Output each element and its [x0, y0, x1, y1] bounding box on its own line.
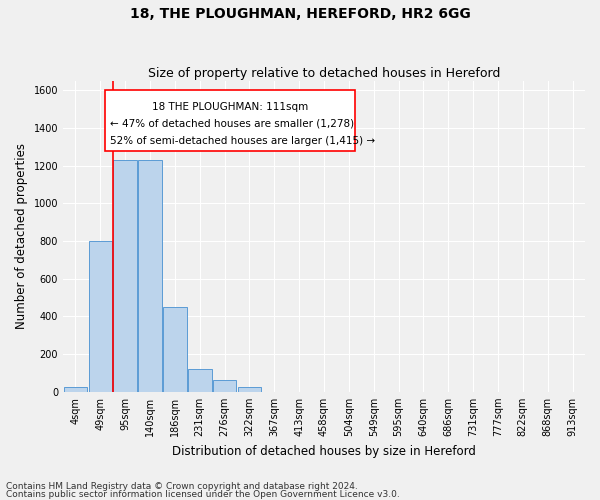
Text: 18 THE PLOUGHMAN: 111sqm: 18 THE PLOUGHMAN: 111sqm [152, 102, 308, 112]
Bar [213, 380, 236, 392]
FancyBboxPatch shape [105, 90, 355, 150]
Text: ← 47% of detached houses are smaller (1,278): ← 47% of detached houses are smaller (1,… [110, 119, 354, 129]
Bar [89, 241, 112, 392]
Bar [64, 387, 87, 392]
Text: 52% of semi-detached houses are larger (1,415) →: 52% of semi-detached houses are larger (… [110, 136, 375, 146]
X-axis label: Distribution of detached houses by size in Hereford: Distribution of detached houses by size … [172, 444, 476, 458]
Bar [188, 369, 212, 392]
Text: Contains public sector information licensed under the Open Government Licence v3: Contains public sector information licen… [6, 490, 400, 499]
Bar [113, 160, 137, 392]
Text: 18, THE PLOUGHMAN, HEREFORD, HR2 6GG: 18, THE PLOUGHMAN, HEREFORD, HR2 6GG [130, 8, 470, 22]
Y-axis label: Number of detached properties: Number of detached properties [15, 143, 28, 329]
Bar [163, 307, 187, 392]
Bar [138, 160, 162, 392]
Title: Size of property relative to detached houses in Hereford: Size of property relative to detached ho… [148, 66, 500, 80]
Bar [238, 387, 261, 392]
Text: Contains HM Land Registry data © Crown copyright and database right 2024.: Contains HM Land Registry data © Crown c… [6, 482, 358, 491]
